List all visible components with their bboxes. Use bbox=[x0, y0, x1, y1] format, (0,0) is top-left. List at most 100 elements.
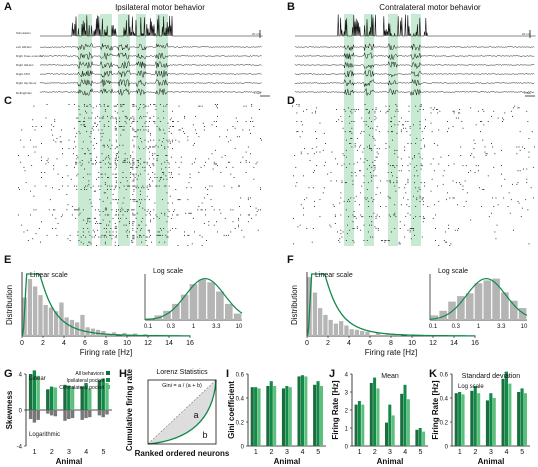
spike bbox=[76, 117, 78, 119]
spike bbox=[159, 129, 161, 131]
spike bbox=[158, 127, 160, 129]
spike bbox=[33, 209, 35, 211]
spike bbox=[108, 121, 110, 122]
spike bbox=[349, 143, 351, 144]
bar bbox=[400, 393, 404, 446]
spike bbox=[367, 112, 369, 114]
spike bbox=[396, 149, 398, 151]
spike bbox=[96, 143, 97, 144]
spike bbox=[91, 112, 93, 114]
bar bbox=[300, 375, 304, 446]
spike bbox=[173, 121, 174, 122]
spike bbox=[208, 158, 210, 160]
spike bbox=[360, 144, 362, 146]
spike bbox=[295, 185, 297, 187]
spike bbox=[300, 204, 302, 206]
spike bbox=[371, 197, 373, 199]
spike bbox=[76, 161, 78, 163]
spike bbox=[102, 117, 104, 119]
spike bbox=[188, 234, 190, 236]
spike bbox=[51, 129, 52, 131]
panel-letter-e: E bbox=[4, 254, 12, 266]
inset-bar bbox=[216, 291, 224, 320]
spike bbox=[139, 236, 140, 238]
spike bbox=[394, 153, 396, 155]
spike bbox=[349, 131, 351, 133]
spike bbox=[400, 129, 402, 131]
spike bbox=[251, 217, 253, 219]
spike bbox=[424, 127, 425, 129]
spike bbox=[167, 236, 169, 238]
spike bbox=[133, 105, 135, 107]
spike bbox=[483, 124, 485, 126]
spike bbox=[387, 172, 389, 173]
bar bbox=[461, 394, 465, 446]
spike bbox=[163, 228, 165, 229]
bar bbox=[266, 386, 270, 446]
spike bbox=[85, 126, 86, 127]
spike bbox=[45, 163, 47, 165]
spike bbox=[512, 115, 513, 117]
spike bbox=[419, 127, 421, 129]
inset-bar bbox=[510, 300, 518, 320]
spike bbox=[101, 234, 103, 236]
spike bbox=[200, 209, 202, 211]
spike bbox=[103, 228, 105, 229]
inset-bar bbox=[457, 296, 465, 320]
spike bbox=[181, 127, 183, 129]
spike bbox=[375, 109, 377, 110]
spike bbox=[358, 109, 359, 110]
spike bbox=[146, 112, 148, 114]
spike bbox=[353, 211, 355, 212]
bar bbox=[523, 393, 527, 446]
spike bbox=[502, 121, 503, 122]
spike bbox=[76, 209, 78, 211]
spike bbox=[384, 241, 386, 243]
panel-b-title: Contralateral motor behavior bbox=[379, 3, 481, 12]
spike bbox=[139, 148, 140, 150]
spike bbox=[67, 175, 69, 177]
spike bbox=[304, 199, 305, 201]
spike bbox=[162, 199, 163, 201]
spike bbox=[306, 197, 308, 199]
spike bbox=[260, 209, 261, 211]
spike bbox=[424, 146, 425, 148]
spike bbox=[147, 126, 149, 127]
panel-letter-a: A bbox=[4, 1, 12, 13]
spike bbox=[345, 139, 347, 141]
spike bbox=[366, 160, 368, 161]
spike bbox=[32, 126, 34, 127]
spike bbox=[98, 129, 100, 131]
spike bbox=[95, 217, 96, 219]
spike bbox=[438, 245, 440, 246]
x-tick-label: 6 bbox=[368, 340, 372, 347]
spike bbox=[190, 212, 192, 214]
spike bbox=[389, 180, 391, 182]
spike bbox=[422, 200, 424, 202]
spike bbox=[33, 105, 35, 107]
spike bbox=[82, 121, 84, 122]
spike bbox=[343, 163, 345, 165]
spike bbox=[90, 160, 92, 161]
spike bbox=[453, 112, 455, 114]
spike bbox=[405, 127, 407, 129]
spike bbox=[33, 195, 35, 197]
inset-bar bbox=[225, 303, 233, 320]
spike bbox=[339, 238, 341, 240]
spike bbox=[353, 241, 355, 243]
bar bbox=[269, 381, 273, 446]
spike bbox=[110, 189, 112, 190]
spike bbox=[77, 231, 79, 233]
spike bbox=[150, 221, 151, 223]
spike bbox=[47, 158, 49, 160]
spike bbox=[516, 146, 518, 148]
spike bbox=[135, 166, 137, 168]
spike bbox=[52, 214, 53, 216]
spike bbox=[92, 185, 94, 187]
spike bbox=[234, 228, 236, 229]
spike bbox=[396, 105, 398, 107]
spike bbox=[155, 185, 157, 187]
spike bbox=[108, 146, 110, 148]
spike bbox=[107, 197, 108, 199]
